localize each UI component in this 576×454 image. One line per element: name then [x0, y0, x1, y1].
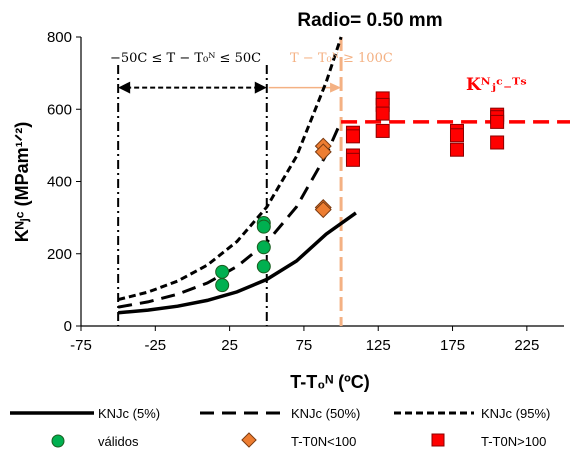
annotation-valid-range: −50C ≤ T − T₀ᴺ ≤ 50C: [110, 51, 261, 66]
x-tick-label: -25: [144, 337, 166, 354]
marker-validos: [256, 240, 271, 255]
upper-arrow-head: [330, 82, 342, 93]
curve-solid: [118, 211, 357, 315]
marker-validos: [215, 278, 230, 293]
curves: [117, 36, 357, 315]
legend-label-validos: válidos: [98, 434, 139, 449]
x-tick-label: 125: [366, 337, 391, 354]
marker-t0n-gt100: [490, 135, 505, 150]
marker-t0n-gt100: [449, 128, 464, 143]
legend-label-95pct: KNJc (95%): [481, 406, 550, 421]
y-tick-label: 0: [64, 318, 72, 335]
x-tick-label: 25: [221, 337, 238, 354]
legend-label-5pct: KNJc (5%): [98, 406, 160, 421]
marker-t0n-gt100: [345, 152, 360, 167]
marker-t0n-lt100: [314, 201, 332, 219]
range-arrow-head-right: [254, 81, 267, 94]
marker-validos: [256, 259, 271, 274]
legend: KNJc (5%) KNJc (50%) KNJc (95%) válidos …: [10, 406, 550, 449]
legend-marker-t0n-lt100: [241, 432, 257, 448]
legend-marker-validos: [51, 434, 65, 448]
axes: 0 200 400 600 800 -75 -25 25 75 125 175 225: [47, 29, 564, 354]
marker-t0n-gt100: [375, 106, 390, 121]
marker-t0n-gt100: [449, 142, 464, 157]
marker-t0n-lt100: [314, 143, 332, 161]
y-tick-label: 400: [47, 174, 72, 191]
marker-t0n-gt100: [490, 114, 505, 129]
marker-t0n-gt100: [345, 129, 360, 144]
curve-dotted: [117, 36, 343, 302]
annotation-upper-range: T − T₀ᴺ ≥ 100C: [290, 51, 393, 66]
range-arrow-head-left: [118, 81, 131, 94]
x-tick-label: 75: [296, 337, 313, 354]
y-tick-label: 200: [47, 246, 72, 263]
annotation-kjc-us: Kᴺⱼᶜ₋ᵁˢ: [466, 75, 527, 95]
x-axis-title: T-T₀ᴺ (ºC): [290, 372, 369, 392]
marker-validos: [256, 219, 271, 234]
legend-label-t0n-lt100: T-T0N<100: [291, 434, 356, 449]
y-axis-title: Kᴺⱼᶜ (MPam¹ᐟ²): [12, 122, 32, 242]
y-tick-label: 600: [47, 101, 72, 118]
curve-dashed: [117, 120, 343, 309]
markers: [215, 91, 505, 293]
x-tick-label: 225: [514, 337, 539, 354]
chart-title: Radio= 0.50 mm: [297, 10, 442, 31]
legend-label-50pct: KNJc (50%): [291, 406, 360, 421]
reference-lines: [117, 37, 570, 326]
legend-marker-t0n-gt100: [431, 433, 445, 447]
marker-validos: [215, 264, 230, 279]
marker-t0n-gt100: [375, 123, 390, 138]
legend-label-t0n-gt100: T-T0N>100: [481, 434, 546, 449]
y-tick-label: 800: [47, 29, 72, 46]
x-tick-label: 175: [440, 337, 465, 354]
x-tick-label: -75: [70, 337, 92, 354]
